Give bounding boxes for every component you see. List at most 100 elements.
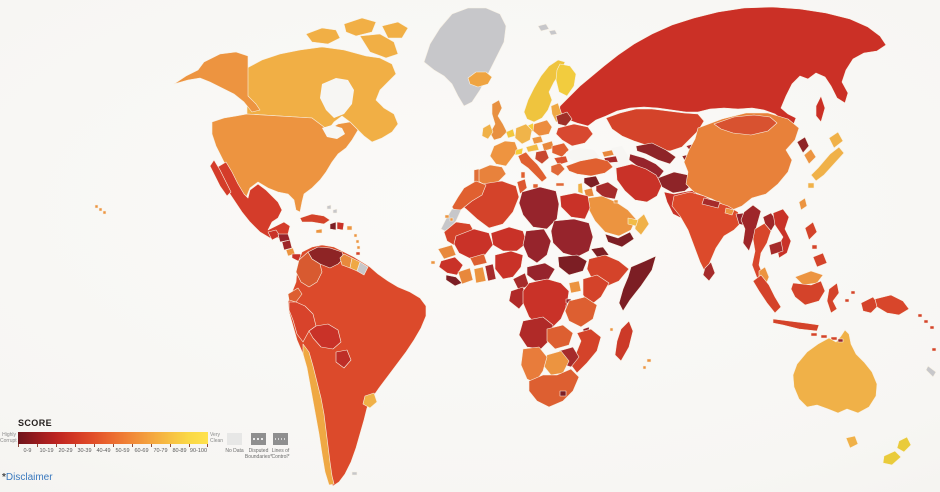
region-jamaica[interactable] — [315, 228, 323, 234]
region-indonesia-maluku[interactable] — [844, 290, 856, 303]
region-myanmar[interactable] — [740, 204, 762, 252]
region-burkina-faso[interactable] — [469, 253, 488, 267]
region-indonesia-java[interactable] — [772, 318, 820, 332]
region-nigeria[interactable] — [494, 250, 524, 280]
region-cambodia[interactable] — [768, 240, 784, 256]
region-egypt[interactable] — [559, 192, 591, 220]
region-georgia[interactable] — [601, 149, 615, 158]
region-tunisia[interactable] — [516, 178, 528, 195]
region-south-africa[interactable] — [528, 368, 580, 408]
region-philippines[interactable] — [804, 221, 828, 268]
region-puerto-rico[interactable] — [346, 225, 353, 231]
region-czechia[interactable] — [531, 135, 544, 145]
region-kuwait[interactable] — [613, 199, 619, 204]
region-zambia[interactable] — [546, 324, 574, 350]
region-somalia[interactable] — [618, 255, 657, 312]
region-sri-lanka[interactable] — [702, 261, 716, 282]
region-fiji[interactable] — [931, 347, 937, 352]
region-greece[interactable] — [550, 162, 566, 187]
region-western-balkans[interactable] — [534, 149, 550, 165]
region-eritrea[interactable] — [590, 246, 610, 258]
region-mali[interactable] — [453, 228, 494, 260]
region-iraq[interactable] — [595, 181, 619, 200]
region-mozambique[interactable] — [570, 328, 602, 374]
region-sierra-leone-liberia[interactable] — [445, 274, 463, 287]
region-guyana[interactable] — [339, 253, 353, 269]
region-south-sudan[interactable] — [557, 254, 588, 276]
region-tasmania[interactable] — [845, 435, 859, 449]
region-indonesia-lesser-sunda[interactable] — [810, 332, 838, 341]
region-morocco[interactable] — [451, 180, 487, 214]
region-cape-verde[interactable] — [430, 260, 436, 265]
region-new-caledonia[interactable] — [925, 365, 937, 378]
region-guinea[interactable] — [438, 256, 464, 276]
region-south-korea[interactable] — [803, 148, 817, 165]
region-greenland[interactable] — [423, 7, 507, 107]
region-indonesia-sumatra[interactable] — [752, 274, 782, 314]
region-spain[interactable] — [477, 164, 507, 187]
region-trinidad[interactable] — [355, 251, 361, 256]
region-libya[interactable] — [518, 186, 560, 230]
region-jordan[interactable] — [583, 187, 595, 198]
region-new-zealand[interactable] — [882, 436, 912, 466]
region-niger[interactable] — [490, 226, 528, 252]
region-kenya[interactable] — [582, 274, 610, 306]
region-kazakhstan[interactable] — [605, 108, 705, 152]
region-central-african-republic[interactable] — [526, 262, 556, 282]
region-ukraine[interactable] — [555, 123, 594, 147]
region-svalbard[interactable] — [537, 23, 558, 36]
region-bahamas[interactable] — [326, 204, 338, 214]
region-taiwan[interactable] — [798, 197, 808, 211]
region-belarus[interactable] — [555, 111, 573, 127]
region-australia[interactable] — [792, 329, 878, 414]
region-ghana[interactable] — [473, 266, 487, 284]
region-iceland[interactable] — [467, 71, 493, 88]
region-france[interactable] — [489, 140, 519, 167]
region-paraguay[interactable] — [335, 349, 352, 369]
region-baja-california[interactable] — [209, 159, 232, 197]
region-east-timor[interactable] — [837, 338, 844, 343]
region-saudi-arabia[interactable] — [587, 195, 637, 237]
region-haiti[interactable] — [329, 221, 337, 231]
region-yemen[interactable] — [604, 231, 635, 248]
region-alaska[interactable] — [173, 51, 261, 113]
region-germany[interactable] — [514, 123, 533, 145]
region-vietnam[interactable] — [772, 208, 792, 259]
region-sudan[interactable] — [550, 218, 594, 258]
region-chad[interactable] — [522, 228, 552, 264]
region-lesotho[interactable] — [559, 390, 567, 397]
region-north-korea[interactable] — [796, 136, 810, 154]
region-oman[interactable] — [634, 213, 650, 236]
region-gabon-congo[interactable] — [508, 286, 528, 310]
region-canada-arctic-islands[interactable] — [305, 17, 409, 59]
region-hawaii[interactable] — [94, 204, 107, 215]
region-solomon-islands[interactable] — [917, 313, 935, 330]
region-canary-islands[interactable] — [444, 214, 454, 222]
region-lebanon-israel[interactable] — [577, 182, 584, 195]
region-mexico[interactable] — [215, 161, 291, 239]
region-ivory-coast[interactable] — [457, 267, 474, 285]
region-bulgaria[interactable] — [553, 155, 569, 166]
region-sakhalin[interactable] — [815, 95, 826, 123]
region-tanzania[interactable] — [564, 296, 598, 328]
region-uruguay[interactable] — [362, 392, 378, 409]
disclaimer-link[interactable]: Disclaimer — [5, 472, 53, 483]
region-netherlands-belgium[interactable] — [505, 128, 516, 139]
region-french-guiana[interactable] — [356, 261, 369, 276]
region-bhutan[interactable] — [724, 207, 735, 216]
region-mongolia[interactable] — [713, 114, 778, 136]
region-madagascar[interactable] — [614, 320, 634, 362]
region-uae[interactable] — [627, 217, 639, 227]
region-papua-new-guinea[interactable] — [874, 294, 910, 316]
region-cuba[interactable] — [299, 213, 331, 225]
region-falkland-islands[interactable] — [351, 471, 358, 476]
region-japan[interactable] — [807, 131, 845, 189]
region-united-kingdom[interactable] — [489, 99, 508, 141]
region-dr-congo[interactable] — [522, 278, 570, 330]
region-senegal[interactable] — [437, 244, 457, 260]
region-ecuador[interactable] — [287, 287, 303, 303]
region-uzbekistan[interactable] — [635, 142, 677, 165]
region-finland[interactable] — [555, 63, 577, 97]
region-chile[interactable] — [302, 343, 335, 486]
region-romania[interactable] — [551, 142, 570, 158]
